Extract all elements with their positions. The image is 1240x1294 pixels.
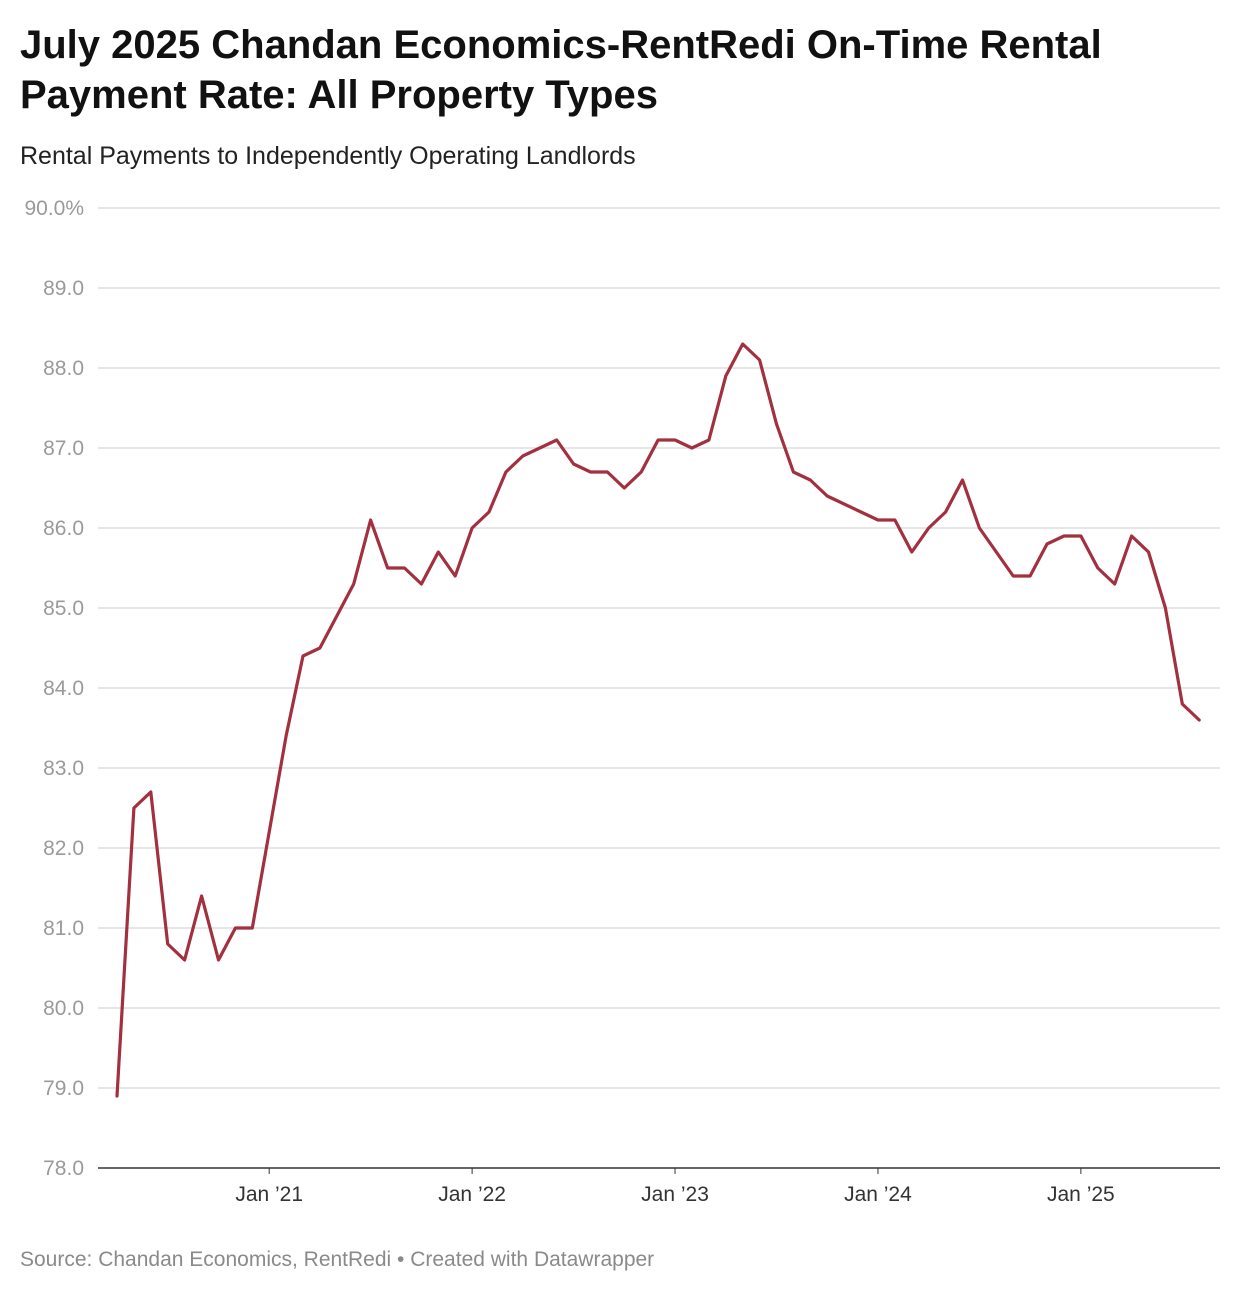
y-tick-label: 78.0 [43,1157,84,1180]
y-tick-label: 85.0 [43,597,84,620]
y-tick-label: 79.0 [43,1077,84,1100]
y-tick-label: 84.0 [43,677,84,700]
y-tick-label: 89.0 [43,277,84,300]
x-axis-tick-labels: Jan ’21 Jan ’22 Jan ’23 Jan ’24 Jan ’25 [235,1168,1115,1206]
source-credit: Source: Chandan Economics, RentRedi • Cr… [20,1248,655,1271]
y-tick-label: 80.0 [43,997,84,1020]
series-layer [115,342,1201,1098]
x-tick-label: Jan ’23 [641,1183,709,1206]
y-tick-label: 88.0 [43,357,84,380]
y-tick-label: 86.0 [43,517,84,540]
x-tick-label: Jan ’24 [844,1183,912,1206]
x-tick-label: Jan ’22 [438,1183,506,1206]
x-tick-label: Jan ’25 [1047,1183,1115,1206]
y-tick-label: 81.0 [43,917,84,940]
y-tick-label: 82.0 [43,837,84,860]
y-axis-tick-labels: 78.0 79.0 80.0 81.0 82.0 83.0 84.0 85.0 86.0 87.0… [24,197,84,1180]
series-line [115,342,1201,1098]
y-tick-label: 90.0% [24,197,84,220]
gridlines [98,207,1220,1169]
chart-subtitle: Rental Payments to Independently Operati… [20,142,636,170]
x-tick-label: Jan ’21 [235,1183,303,1206]
y-tick-label: 87.0 [43,437,84,460]
y-tick-label: 83.0 [43,757,84,780]
chart-title: July 2025 Chandan Economics-RentRedi On-… [20,23,1102,117]
